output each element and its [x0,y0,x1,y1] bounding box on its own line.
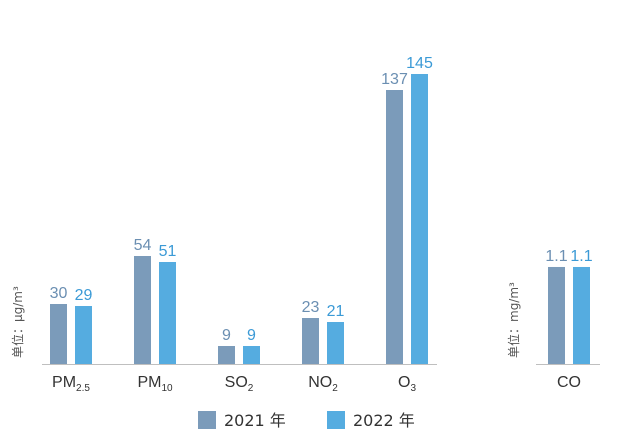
bar-2021 [50,304,67,364]
data-label: 9 [222,327,231,344]
unit-label: 单位：μg/m³ [10,286,25,358]
data-label: 9 [247,327,256,344]
x-tick-label: PM10 [137,374,173,394]
unit-label: 单位：mg/m³ [506,282,521,358]
data-label: 29 [75,287,93,304]
legend-swatch-2021 [198,411,216,429]
data-label: 21 [327,303,345,320]
data-label: 1.1 [570,248,592,265]
chart-panel-mgm3: 单位：mg/m³ 1.1 1.1 CO [506,248,600,391]
bar-2021 [386,90,403,364]
bar-2022 [75,306,92,364]
data-label: 30 [50,285,68,302]
data-label: 51 [159,243,177,260]
bar-2022 [243,346,260,364]
x-tick-label: NO2 [308,374,338,394]
data-label: 54 [134,237,152,254]
bar-2021 [218,346,235,364]
data-label: 1.1 [545,248,567,265]
bar-2021 [134,256,151,364]
bar-2021 [302,318,319,364]
chart-panel-ugm3: 单位：μg/m³ 30 29 PM2.5 54 51 PM10 9 9 SO2 23 21 NO2 137… [10,55,437,394]
bar-2022 [159,262,176,364]
bar-2021 [548,266,565,364]
x-tick-label: PM2.5 [52,374,90,394]
data-label: 145 [406,55,433,72]
bar-2022 [327,322,344,364]
legend-label-2022: 2022 年 [353,411,415,430]
x-tick-label: O3 [398,374,416,394]
bar-2022 [573,266,590,364]
x-tick-label: CO [557,374,581,391]
legend-label-2021: 2021 年 [224,411,286,430]
data-label: 23 [302,299,320,316]
bar-2022 [411,74,428,364]
legend: 2021 年 2022 年 [198,411,415,430]
x-tick-label: SO2 [225,374,254,394]
data-label: 137 [381,71,408,88]
legend-swatch-2022 [327,411,345,429]
